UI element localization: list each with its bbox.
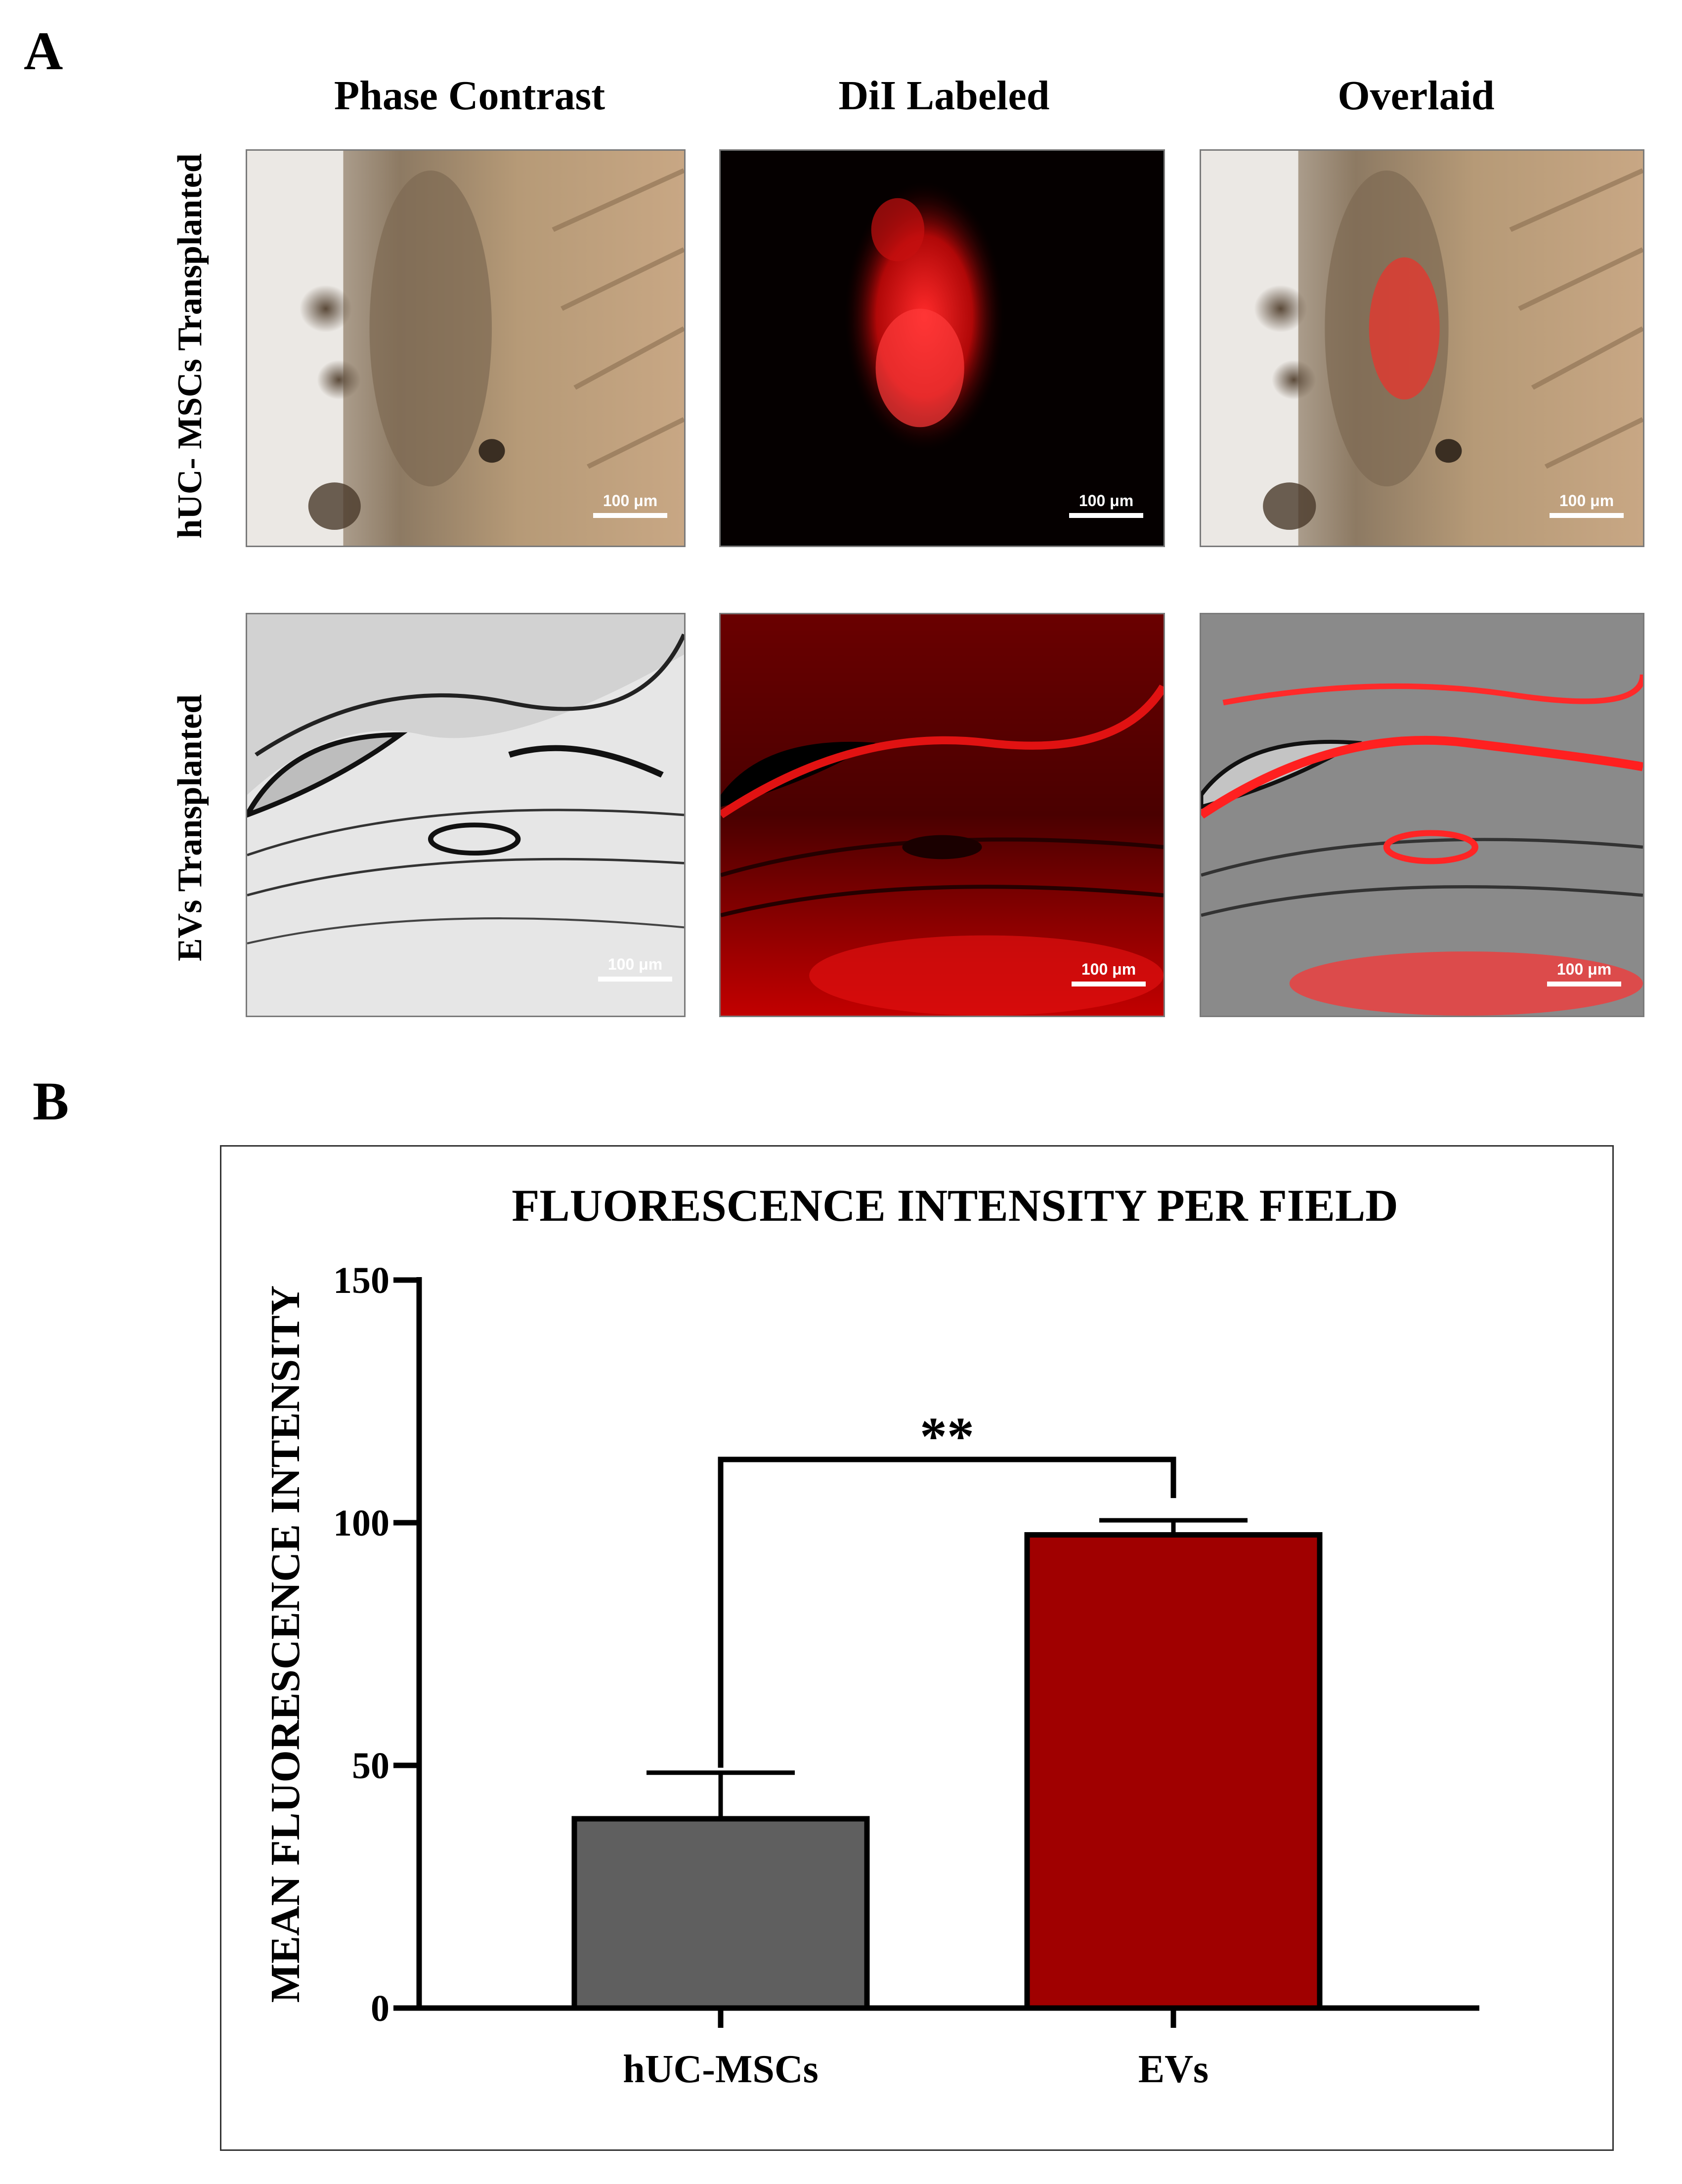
y-axis-label: MEAN FLUORESCENCE INTENSITY: [262, 1285, 308, 2003]
y-tick-label: 50: [352, 1745, 389, 1787]
chart-frame: [220, 1145, 1614, 2151]
significance-bracket: [718, 1456, 1176, 1768]
column-header-dil-labeled: DiI Labeled: [838, 73, 1050, 119]
dil-labeled-image-msc: 100 μm: [719, 149, 1165, 547]
overlaid-image-ev: 100 μm: [1200, 613, 1644, 1017]
bar-evs: [1024, 1532, 1323, 2011]
x-tick-label: hUC-MSCs: [623, 2048, 819, 2091]
y-tick-label: 150: [333, 1260, 389, 1301]
scale-bar: 100 μm: [1072, 960, 1146, 986]
scale-bar: 100 μm: [1550, 492, 1624, 518]
column-header-phase-contrast: Phase Contrast: [334, 73, 605, 119]
scale-bar: 100 μm: [1547, 960, 1621, 986]
bar-huc-mscs: [571, 1816, 870, 2011]
y-tick-label: 100: [333, 1502, 389, 1544]
column-header-overlaid: Overlaid: [1337, 73, 1495, 119]
chart-title: FLUORESCENCE INTENSITY PER FIELD: [512, 1180, 1398, 1231]
phase-contrast-image-ev: 100 μm: [246, 613, 686, 1017]
significance-label: **: [920, 1406, 974, 1466]
y-tick-label: 0: [371, 1988, 389, 2029]
phase-contrast-image-msc: 100 μm: [246, 149, 686, 547]
overlaid-image-msc: 100 μm: [1200, 149, 1644, 547]
scale-bar: 100 μm: [593, 492, 667, 518]
scale-bar: 100 μm: [598, 955, 672, 982]
dil-labeled-image-ev: 100 μm: [719, 613, 1165, 1017]
x-tick-label: EVs: [1138, 2048, 1208, 2091]
panel-letter-b: B: [33, 1071, 69, 1131]
panel-letter-a: A: [24, 21, 63, 81]
scale-bar: 100 μm: [1069, 492, 1143, 518]
